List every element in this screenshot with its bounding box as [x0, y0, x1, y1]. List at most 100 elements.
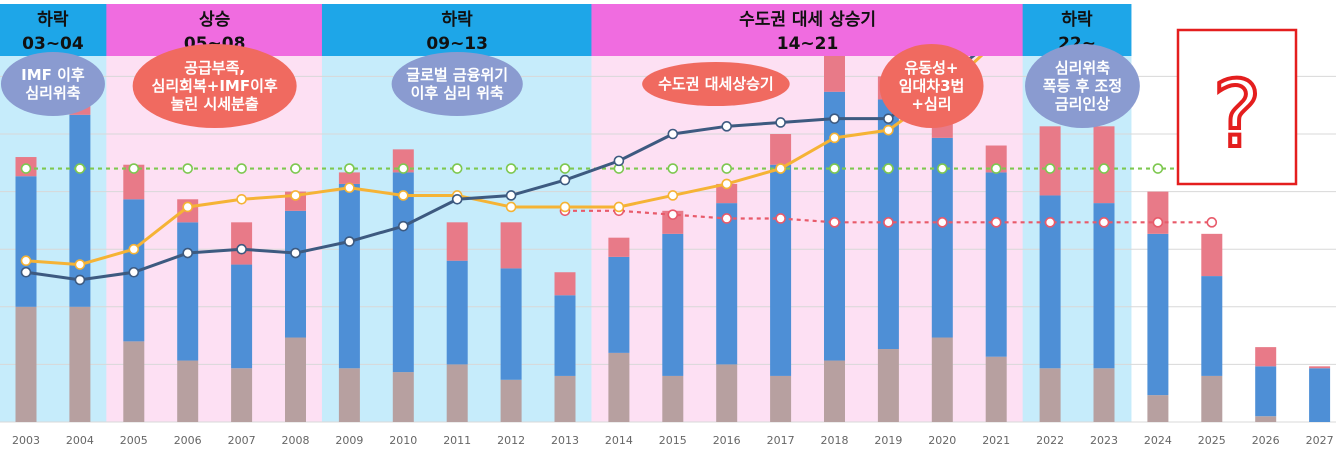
bar-blue-2012 — [500, 268, 522, 380]
bar-pink-2022 — [1039, 126, 1061, 196]
x-tick-label: 2015 — [659, 434, 687, 447]
point-line_green — [883, 163, 894, 174]
phase-title: 하락 — [1061, 10, 1093, 30]
bar-pink-2017 — [770, 134, 792, 165]
point-line_dark — [74, 274, 86, 286]
x-tick-label: 2027 — [1306, 434, 1334, 447]
annotation-text: 유동성+ — [905, 59, 959, 77]
point-line_orange — [20, 255, 32, 267]
x-tick-label: 2003 — [12, 434, 40, 447]
point-line_dark — [505, 190, 517, 201]
point-line_green — [397, 163, 409, 174]
x-tick-label: 2011 — [443, 434, 471, 447]
x-tick-label: 2010 — [389, 434, 417, 447]
bar-blue-2014 — [608, 256, 630, 353]
bar-pink-2011 — [446, 222, 468, 261]
point-line_green — [505, 163, 517, 174]
bar-pink-2021 — [985, 145, 1007, 173]
bar-blue-2027 — [1309, 368, 1331, 422]
point-line_green — [721, 163, 733, 174]
bar-bottom-2018 — [824, 360, 845, 422]
x-tick-label: 2020 — [928, 434, 956, 447]
bar-pink-2007 — [231, 222, 253, 265]
x-tick-label: 2014 — [605, 434, 633, 447]
point-line_green — [1044, 163, 1056, 174]
point-line_red — [1044, 217, 1056, 228]
bar-bottom-2007 — [231, 368, 253, 422]
annotation-text: 눌린 시세분출 — [171, 95, 259, 113]
phase-title: 하락 — [442, 10, 474, 30]
bar-bottom-2015 — [662, 375, 684, 422]
bar-bottom-2006 — [177, 360, 199, 422]
point-line_red — [721, 213, 733, 224]
point-line_orange — [775, 163, 786, 174]
phase-years: 14~21 — [777, 34, 839, 54]
bar-blue-2020 — [931, 137, 953, 338]
point-line_green — [667, 163, 679, 174]
annotation-text: 공급부족, — [184, 59, 245, 77]
bar-bottom-2014 — [608, 352, 630, 422]
point-line_orange — [721, 178, 733, 190]
bar-bottom-2016 — [716, 364, 738, 422]
bar-pink-2012 — [500, 222, 522, 269]
phase-title: 하락 — [37, 10, 69, 30]
bar-pink-2026 — [1255, 347, 1277, 367]
point-line_green — [451, 163, 463, 174]
bar-blue-2010 — [392, 172, 414, 373]
bar-blue-2015 — [662, 233, 684, 376]
annotation-text: 폭등 후 조정 — [1043, 77, 1122, 95]
point-line_red — [829, 217, 840, 228]
annotation-text: IMF 이후 — [21, 66, 85, 84]
bar-pink-2025 — [1201, 233, 1223, 277]
bar-bottom-2022 — [1039, 368, 1061, 422]
question-box: ? — [1176, 28, 1298, 186]
question-box-frame — [1176, 28, 1298, 186]
bar-pink-2010 — [392, 149, 414, 173]
bar-pink-2005 — [123, 164, 145, 200]
point-line_orange — [344, 182, 355, 194]
bar-bottom-2011 — [446, 364, 468, 422]
phase-years: 09~13 — [426, 34, 488, 54]
bar-pink-2015 — [662, 210, 684, 234]
bar-bottom-2019 — [877, 349, 899, 422]
bar-bottom-2003 — [15, 306, 37, 422]
bar-blue-2008 — [285, 210, 306, 338]
bar-blue-2017 — [770, 164, 792, 376]
x-tick-label: 2025 — [1198, 434, 1226, 447]
bar-bottom-2013 — [554, 375, 576, 422]
annotation-bubble-3 — [642, 62, 790, 106]
point-line_green — [128, 163, 140, 174]
point-line_green — [20, 163, 32, 174]
x-tick-label: 2005 — [120, 434, 148, 447]
x-tick-label: 2006 — [174, 434, 202, 447]
point-line_orange — [128, 243, 140, 255]
bar-pink-2014 — [608, 237, 630, 257]
point-line_dark — [344, 236, 355, 247]
bar-bottom-2010 — [392, 372, 414, 422]
bar-bottom-2017 — [770, 375, 792, 422]
bar-pink-2024 — [1147, 191, 1169, 234]
point-line_dark — [829, 113, 840, 124]
bar-blue-2011 — [446, 260, 468, 365]
point-line_red — [936, 217, 948, 228]
annotation-bubble-1 — [132, 44, 297, 128]
annotation-bubble-2 — [391, 52, 523, 116]
annotation-bubble-5 — [1025, 44, 1140, 128]
annotation-text: 심리위축 — [1055, 59, 1110, 77]
point-line_orange — [236, 193, 247, 205]
bar-bottom-2026 — [1255, 416, 1277, 422]
bar-blue-2021 — [985, 172, 1007, 357]
x-tick-label: 2008 — [282, 434, 310, 447]
annotation-text: 심리위축 — [25, 84, 80, 102]
annotation-text: 이후 심리 위축 — [411, 84, 504, 102]
point-line_green — [74, 163, 86, 174]
point-line_dark — [397, 220, 409, 232]
bar-bottom-2024 — [1147, 395, 1169, 422]
bar-blue-2006 — [177, 222, 199, 361]
annotation-text: 임대차3법 — [899, 77, 965, 95]
x-tick-label: 2024 — [1144, 434, 1172, 447]
bar-blue-2007 — [231, 264, 253, 369]
x-tick-label: 2004 — [66, 434, 94, 447]
point-line_dark — [182, 247, 193, 259]
